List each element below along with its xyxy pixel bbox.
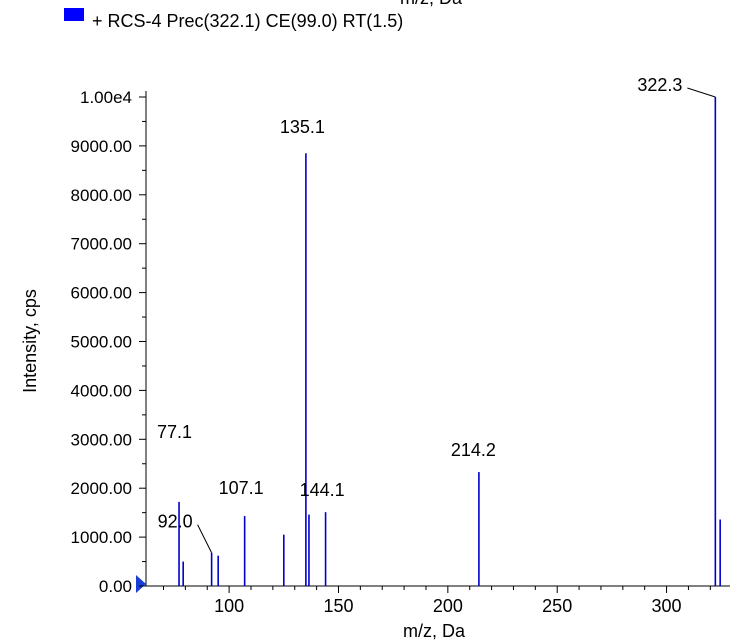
y-tick-label: 1.00e4 xyxy=(80,88,132,107)
peak-label: 135.1 xyxy=(280,117,325,137)
legend-text: + RCS-4 Prec(322.1) CE(99.0) RT(1.5) xyxy=(92,11,403,31)
y-tick-label: 0.00 xyxy=(99,577,132,596)
y-tick-label: 9000.00 xyxy=(71,137,132,156)
x-tick-label: 200 xyxy=(433,596,463,616)
y-tick-label: 4000.00 xyxy=(71,381,132,400)
x-tick-label: 300 xyxy=(652,596,682,616)
y-tick-label: 2000.00 xyxy=(71,479,132,498)
peak-label-leader xyxy=(197,524,213,553)
x-axis-title: m/z, Da xyxy=(403,621,466,641)
top-cut-label: m/z, Da xyxy=(400,0,463,8)
y-tick-label: 1000.00 xyxy=(71,528,132,547)
x-tick-label: 100 xyxy=(214,596,244,616)
x-tick-label: 150 xyxy=(323,596,353,616)
peaks xyxy=(178,97,721,586)
y-axis-title: Intensity, cps xyxy=(20,289,40,393)
peak-label: 92.0 xyxy=(158,512,193,532)
peak-label: 214.2 xyxy=(451,440,496,460)
y-tick-label: 8000.00 xyxy=(71,186,132,205)
y-tick-label: 7000.00 xyxy=(71,235,132,254)
peak-label: 322.3 xyxy=(637,75,682,95)
y-tick-label: 3000.00 xyxy=(71,430,132,449)
y-tick-label: 5000.00 xyxy=(71,333,132,352)
legend-swatch xyxy=(64,8,84,21)
x-tick-label: 250 xyxy=(542,596,572,616)
peak-label: 107.1 xyxy=(219,478,264,498)
y-tick-label: 6000.00 xyxy=(71,284,132,303)
peak-label: 77.1 xyxy=(157,422,192,442)
peak-labels: 77.1 92.0 107.1 135.1 144.1 214.2 322.3 xyxy=(157,75,716,553)
axes: 0.00 1000.00 2000.00 3000.00 4000.00 5000.00 6… xyxy=(71,88,730,616)
peak-label-leader xyxy=(687,87,716,98)
peak-label: 144.1 xyxy=(300,480,345,500)
baseline-marker-icon xyxy=(136,575,146,593)
